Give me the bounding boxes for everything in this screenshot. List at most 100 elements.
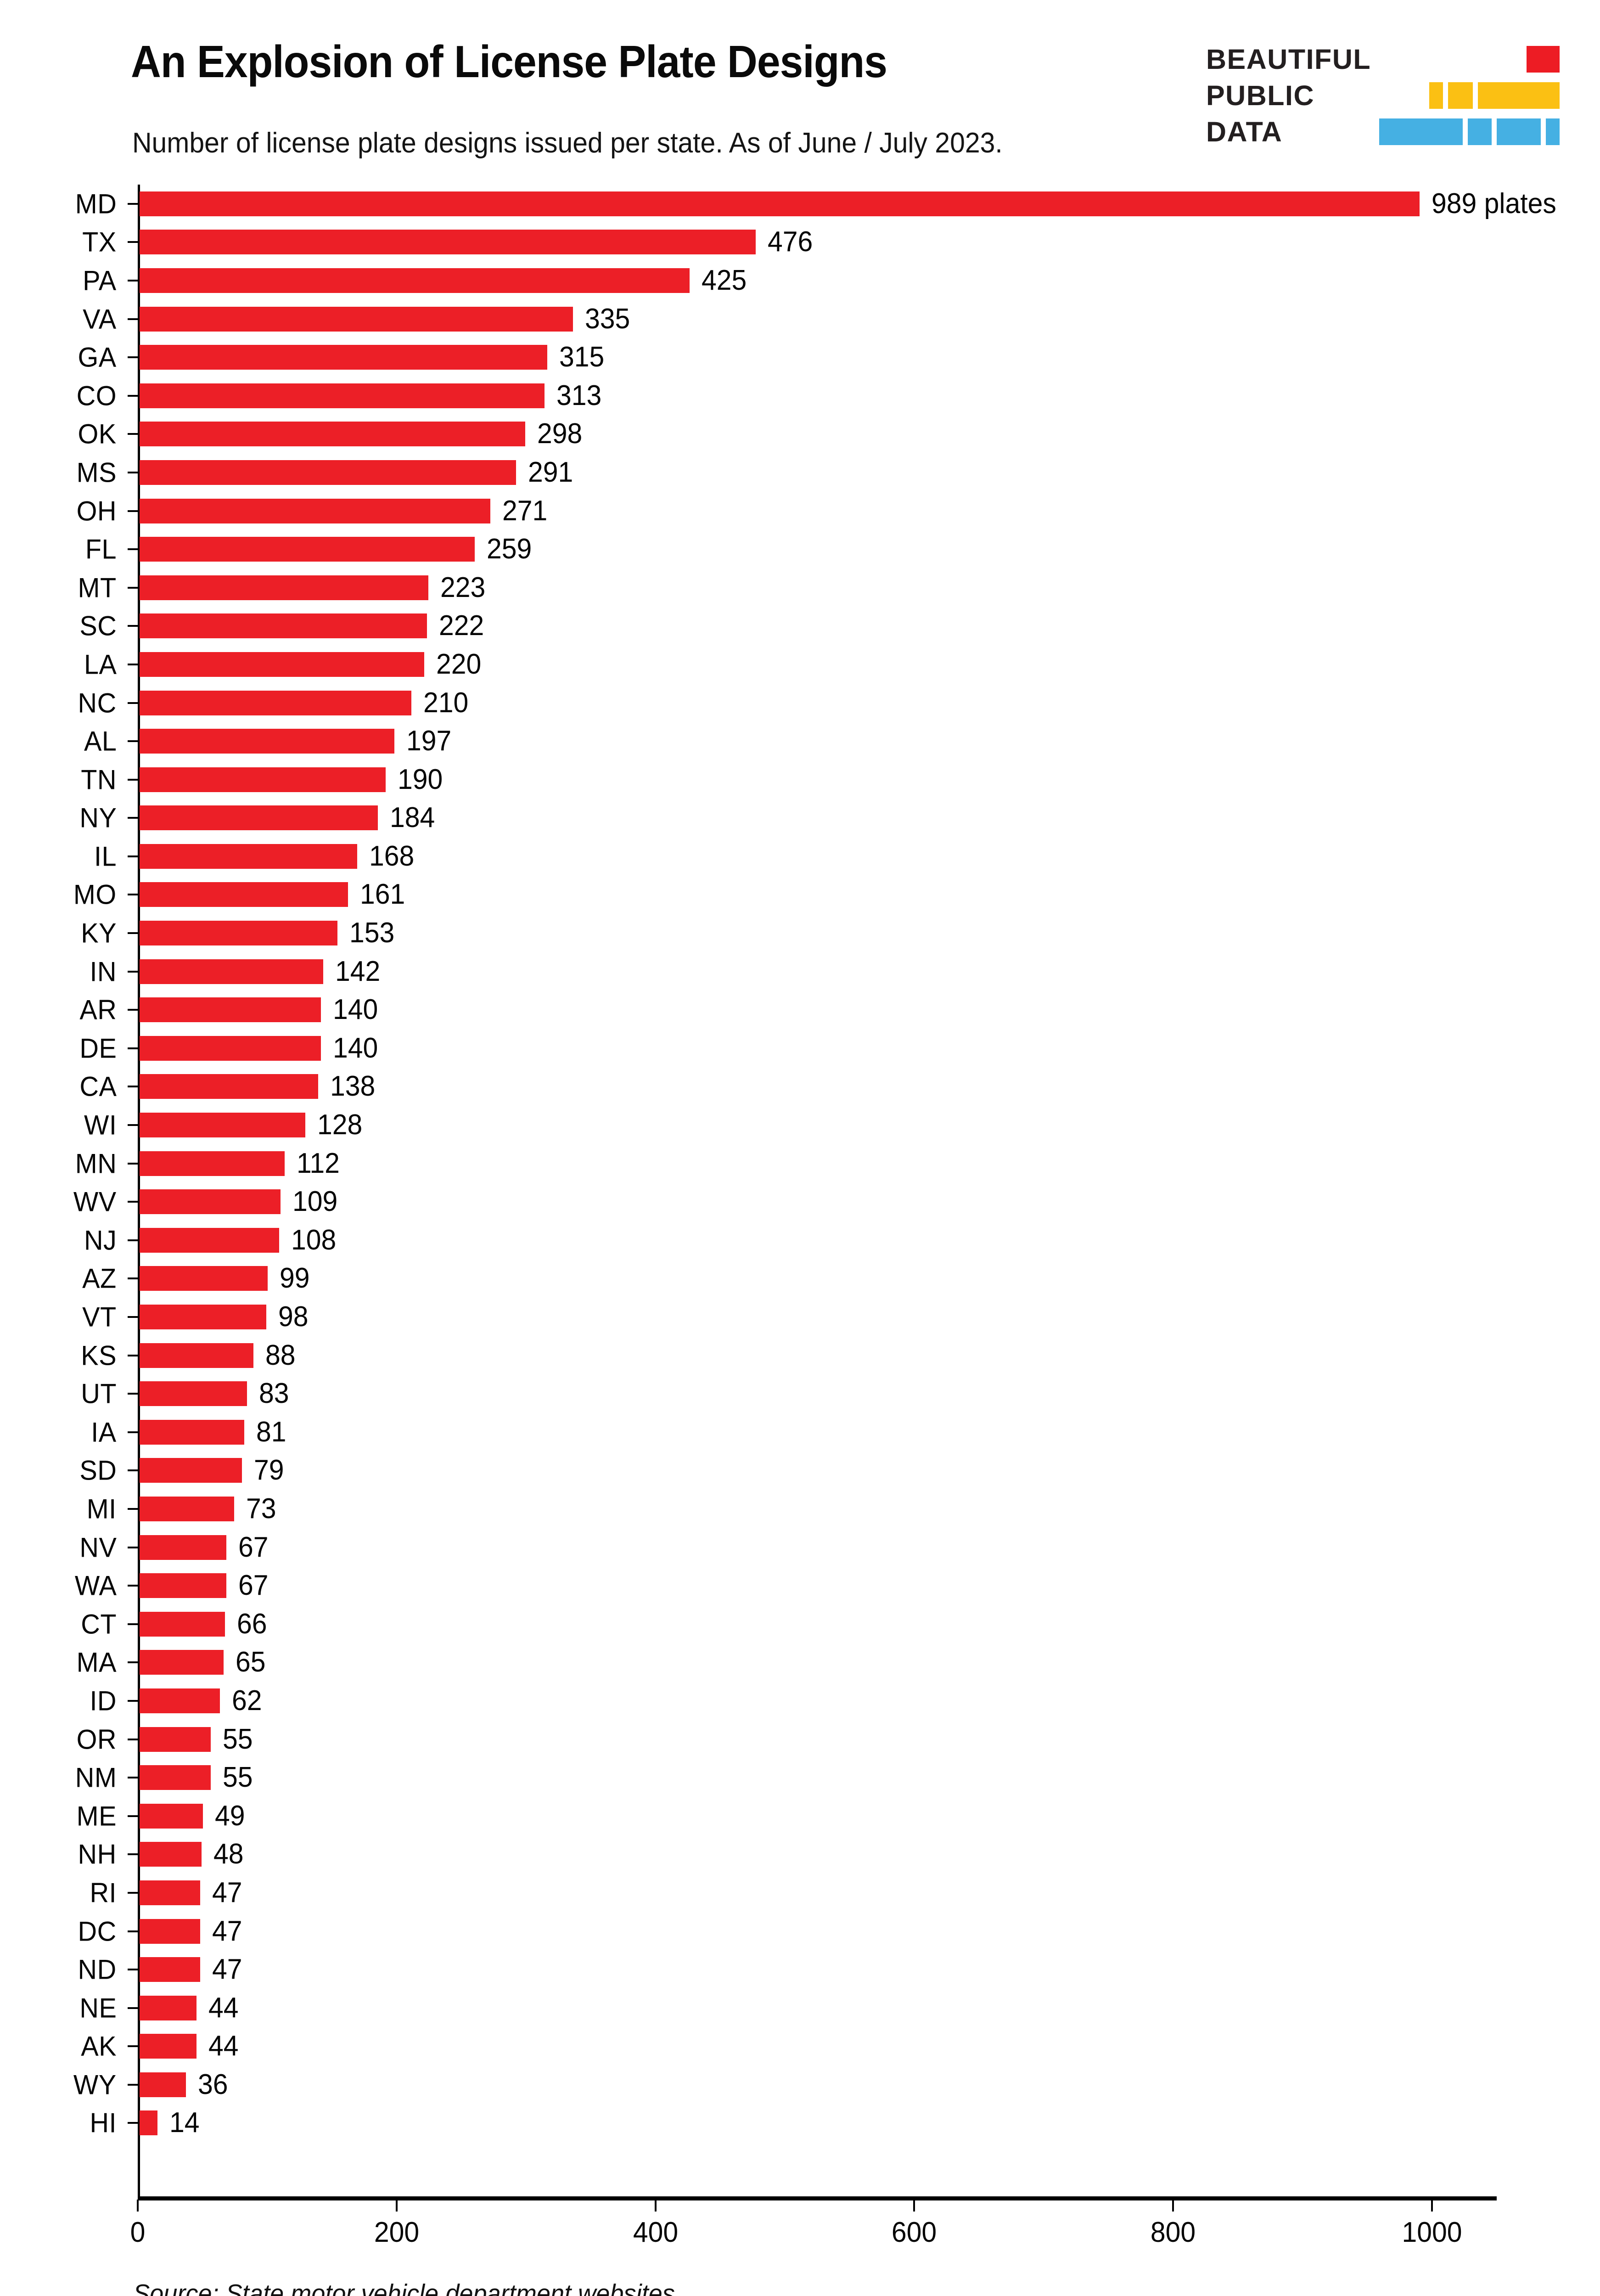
plot-area: MD 989 plates TX 476 PA 425 VA 335 GA 315 CO 313 OK 2… bbox=[73, 185, 1556, 2200]
footer: Source: State motor vehicle department w… bbox=[133, 2277, 1373, 2296]
bar-row: MI 73 bbox=[87, 1490, 1529, 1528]
bar-row: MN 112 bbox=[75, 1144, 1529, 1183]
bar-category-label: IL bbox=[94, 841, 117, 872]
bar bbox=[140, 383, 545, 408]
bar bbox=[140, 1113, 305, 1138]
bar-and-value: 47 bbox=[140, 1917, 244, 1945]
y-axis-tick bbox=[128, 1623, 138, 1625]
bar-row: AL 197 bbox=[84, 722, 1529, 760]
bar bbox=[140, 1035, 321, 1061]
bar bbox=[140, 1419, 245, 1445]
bar-chart: MD 989 plates TX 476 PA 425 VA 335 GA 315 CO 313 OK 2… bbox=[0, 179, 1600, 2209]
bar-value-label: 44 bbox=[208, 2030, 239, 2062]
bar bbox=[140, 652, 425, 677]
x-axis-tick-label: 800 bbox=[1151, 2217, 1196, 2248]
bar bbox=[140, 2034, 197, 2059]
logo-block-blue-4 bbox=[1546, 118, 1560, 145]
x-axis: 0 200 400 600 800 1000 bbox=[130, 2200, 1529, 2264]
bar-and-value: 55 bbox=[140, 1725, 254, 1753]
bar-category-label: MT bbox=[78, 572, 117, 603]
y-axis-tick bbox=[128, 1815, 138, 1817]
y-axis-tick bbox=[128, 1661, 138, 1664]
bar-value-label: 271 bbox=[502, 495, 548, 527]
y-axis-tick bbox=[128, 1316, 138, 1318]
bar bbox=[140, 306, 573, 332]
bar-category-label: CA bbox=[79, 1071, 117, 1102]
bar bbox=[140, 1189, 281, 1215]
y-axis-tick bbox=[128, 2045, 138, 2048]
bar-row: WI 128 bbox=[84, 1106, 1529, 1144]
x-axis-tick bbox=[1431, 2200, 1433, 2212]
bar-value-label: 140 bbox=[332, 1032, 378, 1064]
bar-value-label: 55 bbox=[223, 1761, 253, 1794]
bar-row: ME 49 bbox=[77, 1797, 1529, 1835]
bar-value-label: 161 bbox=[359, 878, 405, 911]
bar-row: MT 223 bbox=[78, 568, 1529, 607]
bar-and-value: 81 bbox=[140, 1416, 288, 1448]
bar-row: CT 66 bbox=[81, 1605, 1529, 1643]
x-axis-tick bbox=[913, 2200, 915, 2212]
logo-block-yellow-3 bbox=[1478, 82, 1560, 109]
bar-value-label: 81 bbox=[256, 1416, 286, 1448]
y-axis-tick bbox=[128, 2122, 138, 2124]
bar-and-value: 79 bbox=[140, 1456, 286, 1485]
bar-category-label: TN bbox=[81, 764, 117, 795]
x-axis-tick-label: 0 bbox=[130, 2217, 146, 2248]
bar-and-value: 140 bbox=[140, 1032, 380, 1064]
bar-category-label: UT bbox=[81, 1378, 117, 1409]
header: An Explosion of License Plate Designs Nu… bbox=[0, 0, 1600, 179]
x-axis-tick bbox=[1172, 2200, 1174, 2212]
bar-row: TN 190 bbox=[81, 760, 1529, 799]
y-axis-tick bbox=[128, 318, 138, 320]
bar-category-label: MO bbox=[73, 879, 117, 910]
bar-value-label: 190 bbox=[397, 763, 443, 795]
bar-and-value: 989 plates bbox=[140, 189, 1563, 218]
bar-value-label: 168 bbox=[369, 840, 414, 872]
bar-value-label: 425 bbox=[702, 264, 747, 296]
bar-row: OR 55 bbox=[77, 1720, 1529, 1759]
bar-and-value: 190 bbox=[140, 763, 445, 795]
bar bbox=[140, 575, 428, 600]
logo-blocks-yellow bbox=[1322, 82, 1560, 109]
bar bbox=[140, 1266, 268, 1291]
logo-block-blue-3 bbox=[1497, 118, 1541, 145]
bar-row: DE 140 bbox=[79, 1029, 1529, 1068]
bar-value-label: 259 bbox=[487, 533, 532, 565]
bar-value-label: 112 bbox=[296, 1147, 340, 1179]
footer-source: Source: State motor vehicle department w… bbox=[133, 2279, 682, 2296]
y-axis-spine bbox=[138, 185, 140, 2200]
logo-block-red-1 bbox=[1527, 46, 1560, 73]
y-axis-tick bbox=[128, 433, 138, 435]
bar-and-value: 425 bbox=[140, 264, 749, 296]
bar-and-value: 161 bbox=[140, 878, 407, 911]
bar-category-label: ME bbox=[76, 1801, 117, 1832]
bar-category-label: PA bbox=[83, 265, 117, 296]
y-axis-tick bbox=[128, 1469, 138, 1472]
bar-and-value: 223 bbox=[140, 573, 488, 602]
bar-row: HI 14 bbox=[90, 2104, 1529, 2143]
bar bbox=[140, 613, 427, 639]
bar-row: NH 48 bbox=[78, 1835, 1529, 1874]
bar-category-label: ID bbox=[90, 1685, 117, 1716]
y-axis-tick bbox=[128, 778, 138, 781]
bar-category-label: KY bbox=[81, 917, 117, 949]
bar-row: FL 259 bbox=[85, 530, 1529, 568]
y-axis-tick bbox=[128, 241, 138, 243]
logo-block-blue-2 bbox=[1468, 118, 1492, 145]
bar-category-label: NV bbox=[79, 1532, 117, 1563]
bar-row: WY 36 bbox=[73, 2065, 1529, 2104]
bar-and-value: 48 bbox=[140, 1840, 245, 1868]
bar-and-value: 88 bbox=[140, 1341, 297, 1369]
page-subtitle: Number of license plate designs issued p… bbox=[132, 127, 1003, 159]
y-axis-tick bbox=[128, 1124, 138, 1126]
y-axis-tick bbox=[128, 855, 138, 857]
bar-and-value: 168 bbox=[140, 840, 416, 872]
bar-and-value: 73 bbox=[140, 1494, 278, 1523]
bar-category-label: MN bbox=[75, 1148, 117, 1179]
bar-and-value: 83 bbox=[140, 1379, 291, 1408]
bar-and-value: 62 bbox=[140, 1686, 264, 1715]
bar-category-label: OR bbox=[76, 1724, 117, 1755]
bar-and-value: 66 bbox=[140, 1609, 269, 1638]
bar bbox=[140, 1074, 319, 1099]
bar-row: CA 138 bbox=[79, 1068, 1529, 1106]
